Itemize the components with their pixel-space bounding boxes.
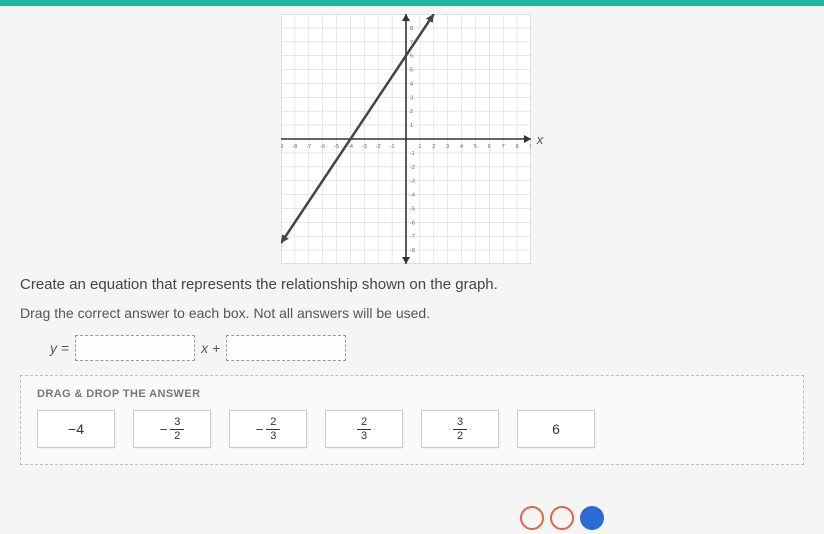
svg-text:-4: -4 xyxy=(410,193,415,199)
svg-text:4: 4 xyxy=(460,144,463,150)
svg-text:4: 4 xyxy=(410,81,413,87)
answer-tile-1[interactable]: −32 xyxy=(133,410,211,448)
answer-tile-2[interactable]: −23 xyxy=(229,410,307,448)
equation-row: y = x + xyxy=(50,335,804,361)
sub-instruction-text: Drag the correct answer to each box. Not… xyxy=(20,305,804,321)
answer-tile-4[interactable]: 32 xyxy=(421,410,499,448)
svg-text:-2: -2 xyxy=(410,165,415,171)
answer-tile-0[interactable]: −4 xyxy=(37,410,115,448)
bottom-icons xyxy=(520,506,604,530)
x-axis-label: x xyxy=(537,132,544,147)
svg-text:-2: -2 xyxy=(376,144,381,150)
intercept-drop-target[interactable] xyxy=(226,335,346,361)
svg-text:9: 9 xyxy=(529,144,531,150)
svg-text:-1: -1 xyxy=(389,144,394,150)
svg-text:8: 8 xyxy=(410,26,413,32)
answer-panel: DRAG & DROP THE ANSWER −4 −32 −23 23 32 6 xyxy=(20,375,804,465)
tiles-row: −4 −32 −23 23 32 6 xyxy=(37,410,787,448)
svg-text:-3: -3 xyxy=(362,144,367,150)
svg-text:-9: -9 xyxy=(281,144,283,150)
slope-drop-target[interactable] xyxy=(75,335,195,361)
svg-text:5: 5 xyxy=(474,144,477,150)
question-text: Create an equation that represents the r… xyxy=(20,276,804,293)
svg-text:6: 6 xyxy=(410,54,413,60)
svg-text:-6: -6 xyxy=(410,220,415,226)
equation-lhs: y = xyxy=(50,340,69,356)
coordinate-graph: -9-8-7-6-5-4-3-2-1123456789-8-7-6-5-4-3-… xyxy=(281,14,531,264)
svg-text:-1: -1 xyxy=(410,151,415,157)
svg-text:-3: -3 xyxy=(410,179,415,185)
help-icon[interactable] xyxy=(520,506,544,530)
answer-tile-5[interactable]: 6 xyxy=(517,410,595,448)
svg-text:-5: -5 xyxy=(334,144,339,150)
panel-title: DRAG & DROP THE ANSWER xyxy=(37,388,787,400)
svg-text:1: 1 xyxy=(418,144,421,150)
action-icon[interactable] xyxy=(580,506,604,530)
svg-text:-8: -8 xyxy=(410,248,415,254)
svg-text:2: 2 xyxy=(432,144,435,150)
answer-tile-3[interactable]: 23 xyxy=(325,410,403,448)
svg-text:7: 7 xyxy=(501,144,504,150)
content-area: -9-8-7-6-5-4-3-2-1123456789-8-7-6-5-4-3-… xyxy=(0,6,824,465)
svg-text:6: 6 xyxy=(488,144,491,150)
svg-text:-4: -4 xyxy=(348,144,353,150)
svg-text:1: 1 xyxy=(410,123,413,129)
info-icon[interactable] xyxy=(550,506,574,530)
svg-text:2: 2 xyxy=(410,109,413,115)
svg-text:-8: -8 xyxy=(292,144,297,150)
equation-mid: x + xyxy=(201,340,220,356)
svg-text:8: 8 xyxy=(515,144,518,150)
svg-text:-7: -7 xyxy=(306,144,311,150)
svg-text:-6: -6 xyxy=(320,144,325,150)
svg-text:-7: -7 xyxy=(410,234,415,240)
svg-text:3: 3 xyxy=(446,144,449,150)
graph-container: -9-8-7-6-5-4-3-2-1123456789-8-7-6-5-4-3-… xyxy=(20,14,804,264)
svg-text:5: 5 xyxy=(410,68,413,74)
svg-text:-5: -5 xyxy=(410,206,415,212)
svg-text:3: 3 xyxy=(410,95,413,101)
